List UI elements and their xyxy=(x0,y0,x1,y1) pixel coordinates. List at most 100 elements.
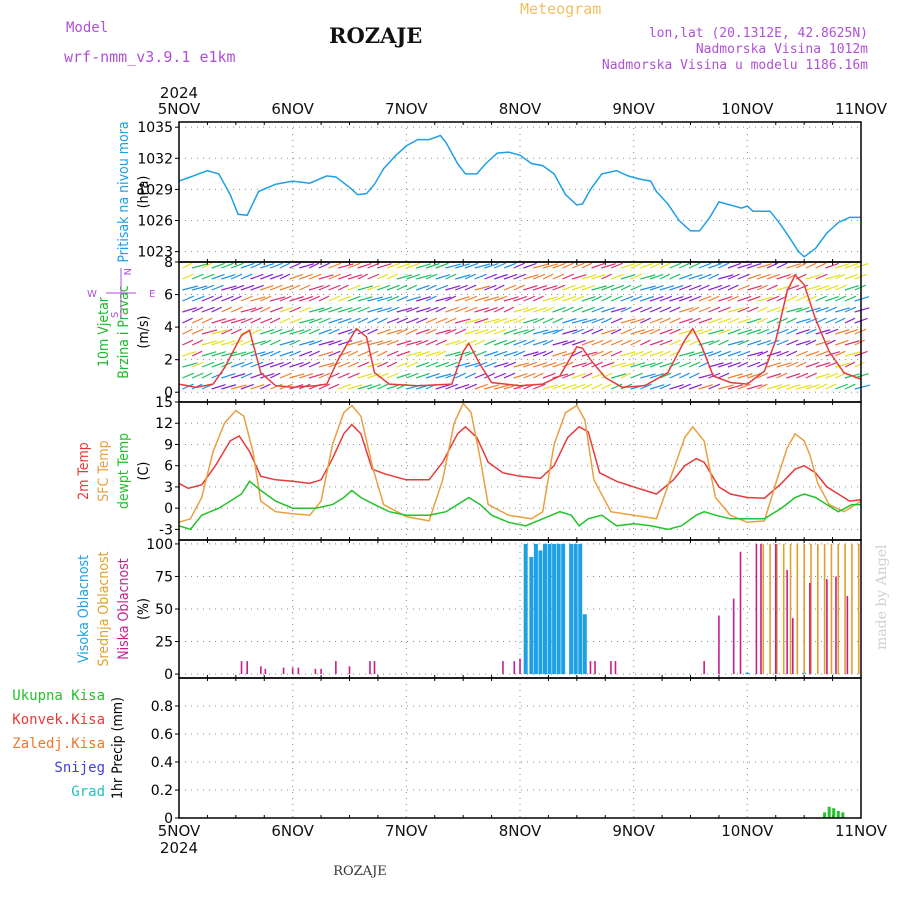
y-tick-label: 0.4 xyxy=(151,755,173,771)
wind-barb xyxy=(581,262,593,269)
wind-barb xyxy=(279,317,291,324)
y-tick-label: -3 xyxy=(159,522,173,538)
wind-barb xyxy=(601,350,613,357)
wind-barb xyxy=(532,317,545,324)
bar-cloud-2 xyxy=(519,658,521,675)
wind-barb xyxy=(523,328,535,335)
wind-barb xyxy=(727,361,742,368)
wind-barb xyxy=(308,373,324,379)
wind-barb xyxy=(532,285,548,291)
wind-barb xyxy=(347,306,362,313)
wind-barb xyxy=(776,262,788,269)
wind-barb xyxy=(766,351,782,357)
wind-barb xyxy=(834,295,847,302)
wind-barb xyxy=(640,362,656,368)
wind-barb xyxy=(503,273,518,280)
wind-barb xyxy=(756,317,768,324)
bar-cloud-0 xyxy=(569,543,574,675)
wind-barb xyxy=(854,339,865,346)
wind-barb xyxy=(211,273,225,280)
wind-barb xyxy=(727,340,744,346)
y-axis-label: 2m Temp xyxy=(76,442,92,500)
wind-barb xyxy=(737,284,750,291)
wind-barb xyxy=(299,328,312,335)
y-axis-label: Pritisak na nivou mora xyxy=(116,121,132,262)
wind-barb xyxy=(445,317,457,324)
wind-barb xyxy=(308,317,323,324)
wind-barb xyxy=(708,339,720,346)
wind-barb xyxy=(630,295,643,302)
wind-barb xyxy=(747,262,762,269)
wind-barb xyxy=(435,361,450,368)
wind-barb xyxy=(669,384,684,390)
wind-barb xyxy=(542,350,554,357)
wind-barb xyxy=(328,317,343,324)
wind-barb xyxy=(571,372,586,379)
wind-barb xyxy=(211,361,225,368)
wind-barb xyxy=(796,340,811,346)
wind-barb xyxy=(834,284,847,291)
wind-barb xyxy=(610,328,622,335)
wind-barb xyxy=(230,384,247,390)
wind-barbs xyxy=(182,262,871,390)
bar-cloud-2 xyxy=(282,667,285,675)
wind-barb xyxy=(737,350,751,357)
wind-barb xyxy=(698,317,713,324)
wind-barb xyxy=(396,274,413,280)
bar-cloud-2 xyxy=(826,579,828,675)
wind-barb xyxy=(308,295,320,302)
wind-barb xyxy=(552,328,564,335)
wind-barb xyxy=(230,328,242,335)
wind-barb xyxy=(815,273,828,280)
x-tick-label-bottom: 8NOV xyxy=(499,822,542,840)
wind-barb xyxy=(435,373,452,379)
wind-barb xyxy=(386,306,400,313)
wind-barb xyxy=(815,383,827,390)
wind-barb xyxy=(620,295,634,302)
bar-cloud-2 xyxy=(314,668,317,675)
wind-barb xyxy=(640,262,654,269)
wind-barb xyxy=(835,263,850,269)
x-tick-label-top: 9NOV xyxy=(612,100,655,118)
wind-barb xyxy=(708,262,722,269)
wind-barb xyxy=(464,372,477,379)
wind-barb xyxy=(182,295,195,302)
wind-barb xyxy=(659,285,675,291)
wind-barb xyxy=(240,361,253,368)
bar-precip-0 xyxy=(836,811,840,818)
wind-barb xyxy=(542,296,558,302)
wind-barb xyxy=(230,295,242,302)
y-tick-label: 9 xyxy=(164,437,173,453)
wind-barb xyxy=(338,328,353,335)
wind-barb xyxy=(835,329,850,335)
wind-barb xyxy=(552,317,564,324)
wind-barb xyxy=(591,328,604,335)
wind-barb xyxy=(211,351,227,357)
wind-barb xyxy=(260,306,271,313)
wind-barb xyxy=(630,306,643,313)
wind-barb xyxy=(679,383,691,390)
wind-barb xyxy=(669,295,684,302)
wind-barb xyxy=(659,328,673,335)
footer-station: ROZAJE xyxy=(333,864,387,879)
wind-barb xyxy=(191,295,205,302)
wind-barb xyxy=(542,285,558,291)
wind-barb xyxy=(844,295,857,302)
wind-barb xyxy=(669,372,682,379)
wind-barb xyxy=(698,384,713,390)
wind-barb xyxy=(416,284,430,291)
wind-barb xyxy=(640,339,651,346)
wind-barb xyxy=(766,384,783,390)
wind-barb xyxy=(601,339,613,346)
wind-barb xyxy=(211,318,227,324)
wind-barb xyxy=(386,339,399,346)
wind-barb xyxy=(649,372,664,379)
y-tick-label: 100 xyxy=(146,537,173,553)
wind-barb xyxy=(737,263,753,269)
wind-barb xyxy=(279,340,295,346)
wind-barb xyxy=(357,373,373,379)
wind-barb xyxy=(571,362,587,368)
wind-barb xyxy=(386,295,400,302)
bar-cloud-0 xyxy=(552,543,557,675)
wind-barb xyxy=(581,361,594,368)
